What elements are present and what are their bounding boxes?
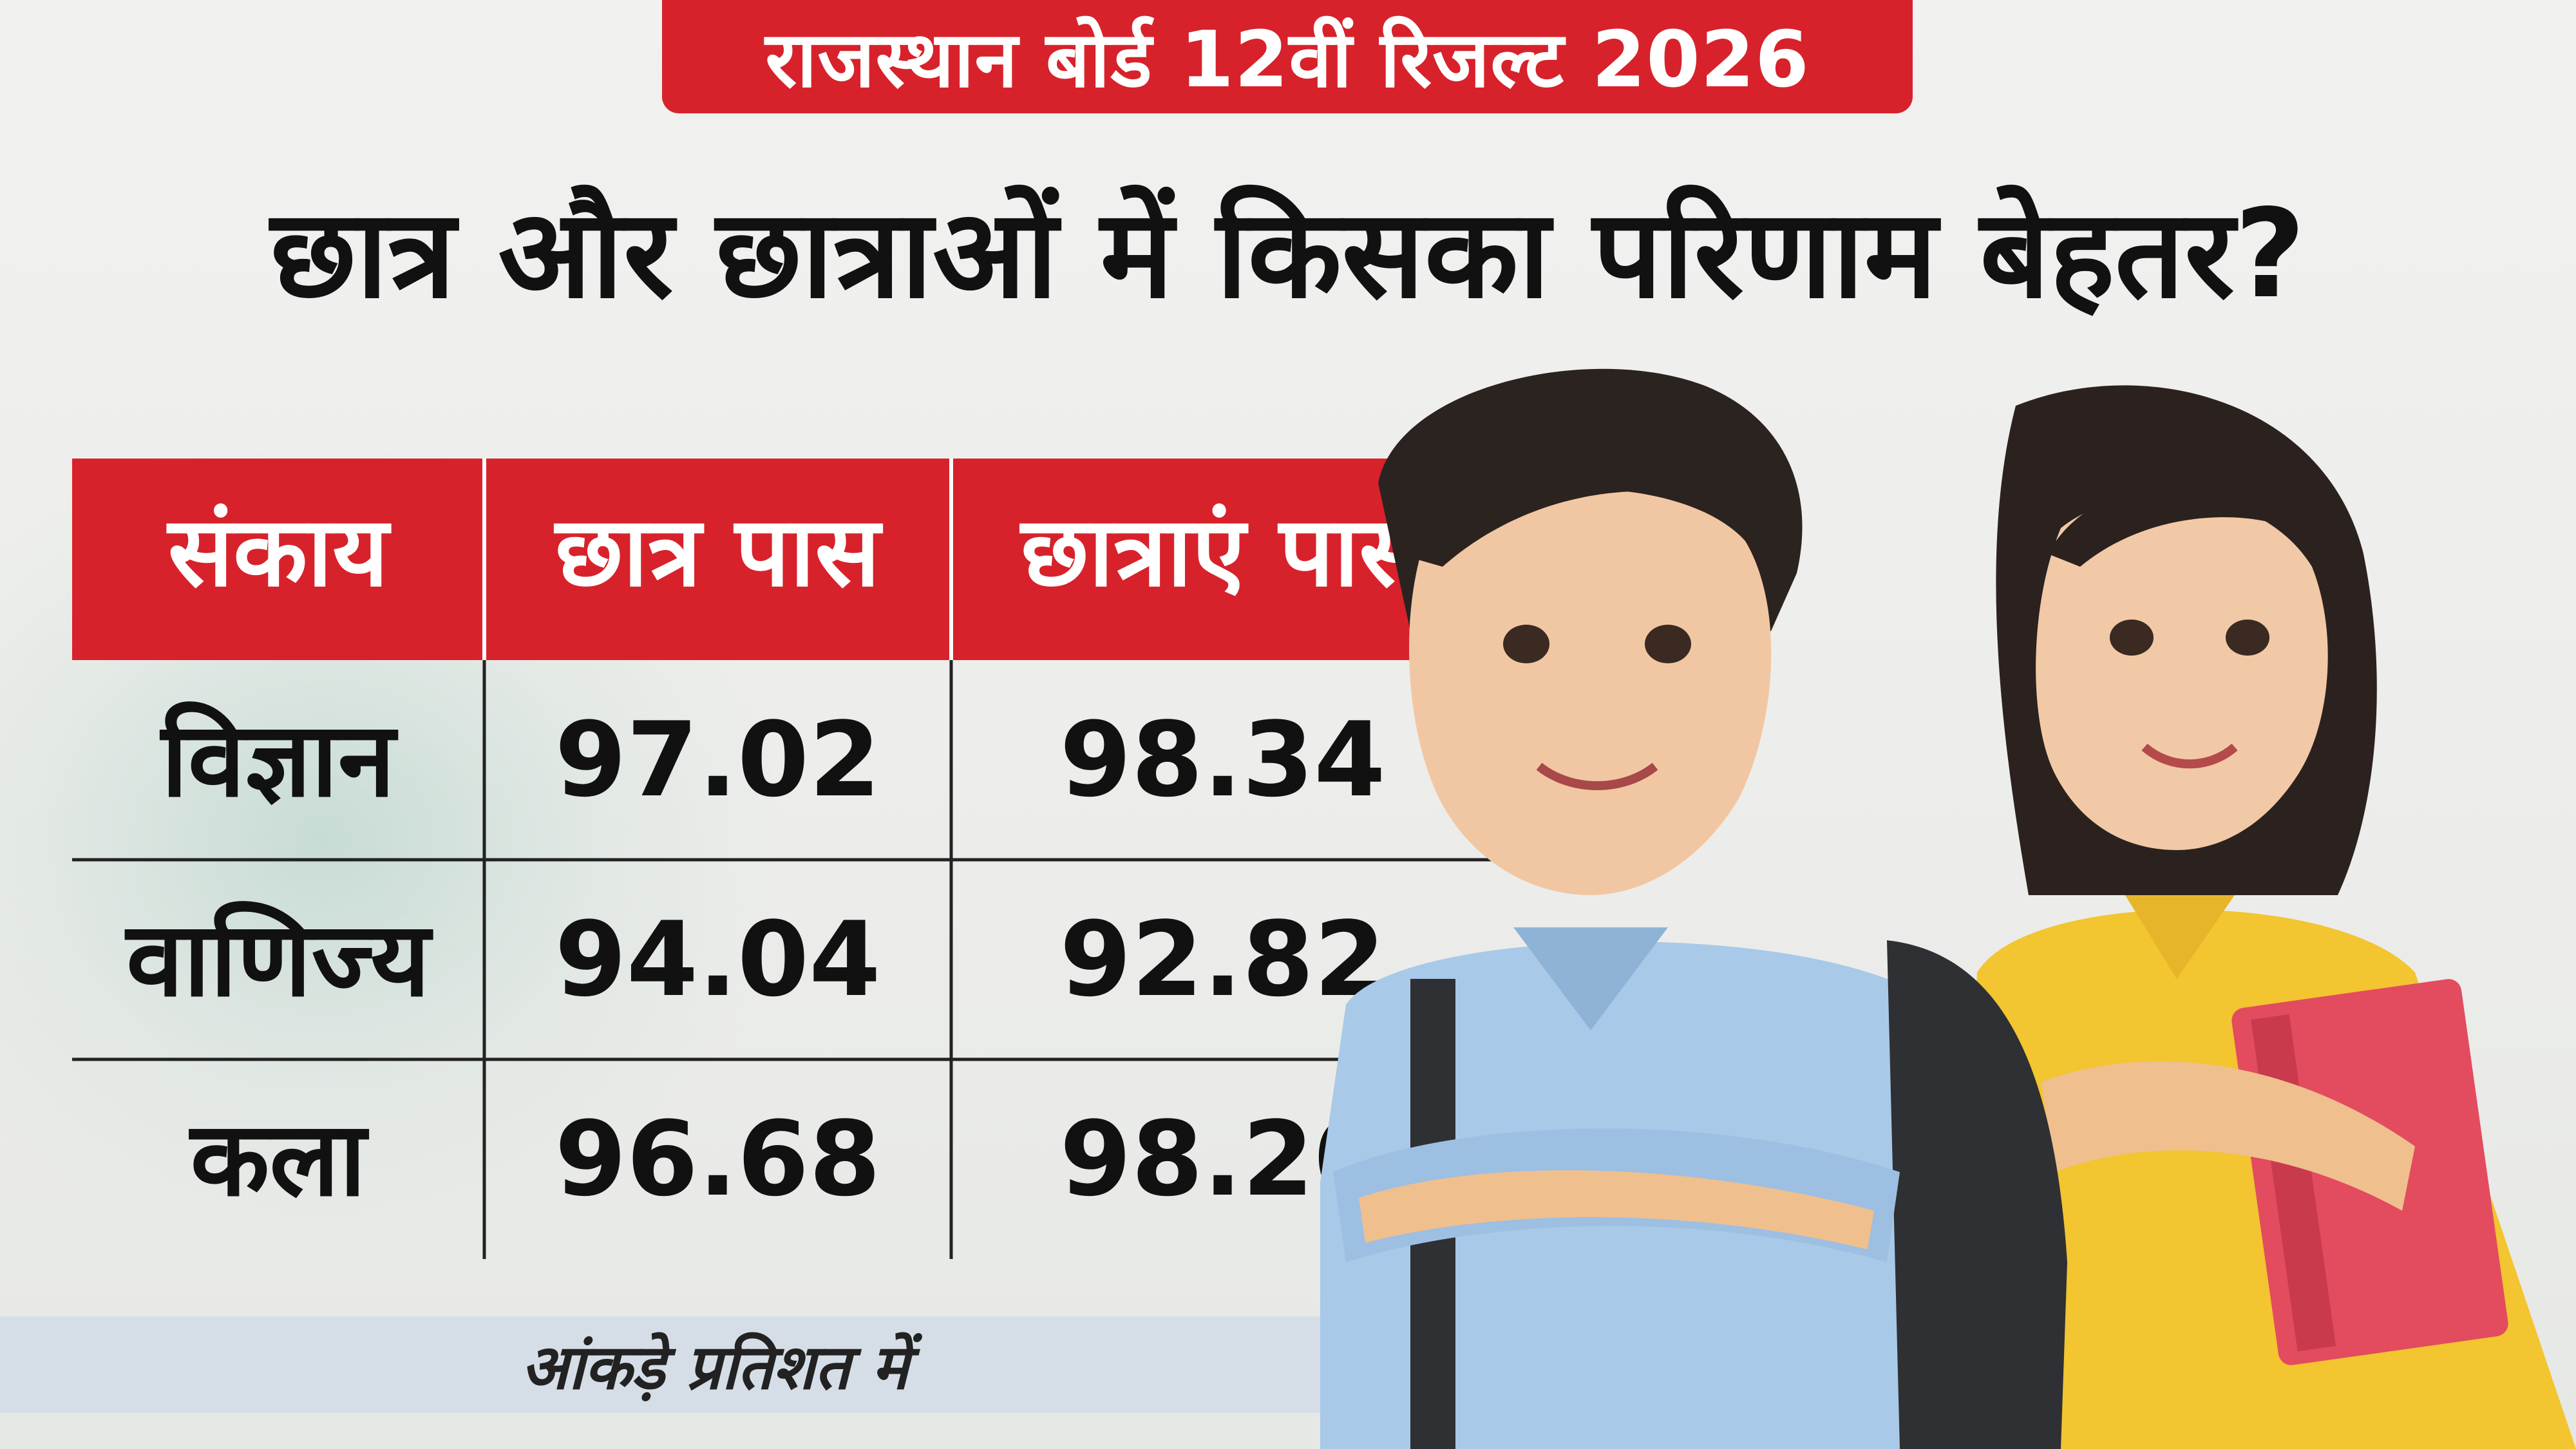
footnote-text: आंकड़े प्रतिशत में [521, 1331, 909, 1403]
headline: छात्र और छात्राओं में किसका परिणाम बेहतर… [270, 183, 2306, 325]
student-boy-icon [1320, 368, 2067, 1449]
table-cell-value: 96.68 [554, 1099, 880, 1219]
banner-text: राजस्थान बोर्ड 12वीं रिजल्ट 2026 [765, 15, 1810, 105]
table-cell-value: 98.34 [1059, 699, 1385, 820]
backpack-icon [1887, 940, 2067, 1449]
table-cell-value: 97.02 [554, 699, 880, 820]
title-banner: राजस्थान बोर्ड 12वीं रिजल्ट 2026 [662, 0, 1913, 113]
student-girl-icon [1951, 385, 2576, 1449]
table-cell-value: 94.04 [554, 899, 880, 1019]
table-row-label: वाणिज्य [124, 899, 433, 1019]
table-header-bg [72, 459, 1494, 660]
table-header-cell: छात्राएं पास [1019, 497, 1427, 609]
table-cell-value: 92.82 [1059, 899, 1385, 1019]
table-row-label: विज्ञान [159, 699, 398, 820]
students-illustration [1320, 368, 2576, 1449]
table-header-cell: छात्र पास [553, 497, 883, 609]
table-header-cell: संकाय [166, 497, 392, 609]
footnote-bar: आंकड़े प्रतिशत में [0, 1316, 1436, 1413]
table-row-label: कला [189, 1099, 370, 1219]
